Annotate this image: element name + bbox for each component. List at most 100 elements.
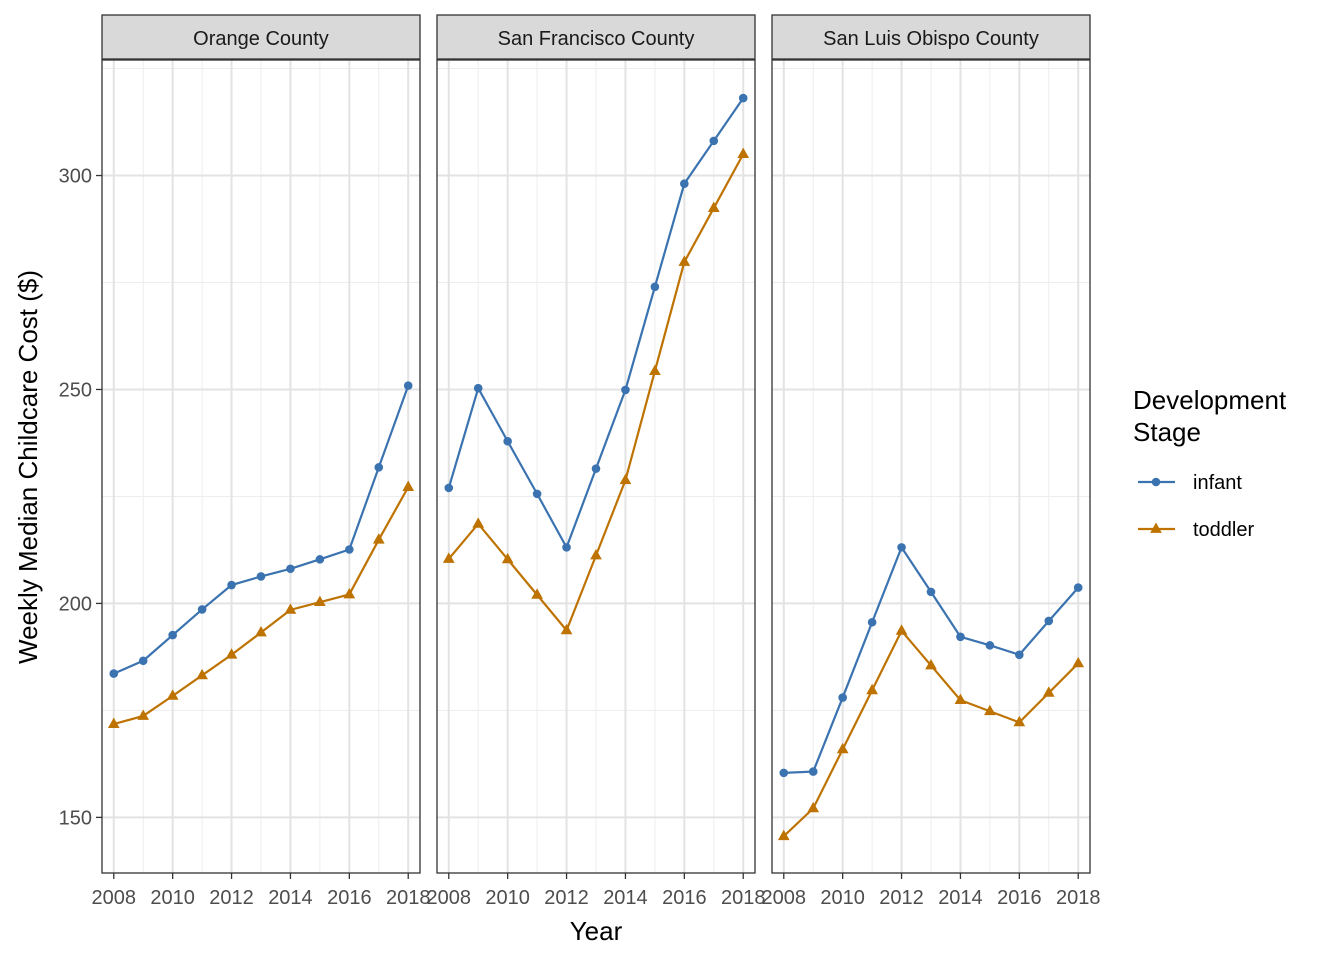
data-point-toddler [107, 717, 120, 728]
data-point-toddler [343, 587, 356, 599]
panel-1: Orange County 2008 2010 2012 2014 2016 2018 150… [59, 14, 431, 909]
data-point-toddler [314, 595, 326, 607]
data-point-toddler [472, 517, 485, 528]
data-point-infant [503, 436, 512, 446]
y-tick-label: 300 [59, 166, 92, 188]
x-axis-title: Year [570, 916, 623, 946]
data-point-infant [709, 136, 719, 146]
data-point-infant [838, 693, 847, 702]
data-point-toddler [1013, 715, 1026, 727]
data-point-toddler [707, 201, 720, 212]
data-point-toddler [866, 683, 878, 695]
data-point-infant [532, 489, 542, 499]
data-point-infant [227, 580, 236, 590]
panels: Orange County 2008 2010 2012 2014 2016 2018 150… [59, 14, 1101, 909]
y-tick-label: 150 [59, 807, 92, 829]
x-tick-label: 2012 [879, 887, 924, 909]
data-point-infant [1015, 650, 1024, 660]
x-tick-label: 2008 [762, 887, 807, 909]
data-point-toddler [442, 552, 455, 563]
x-tick-label: 2010 [150, 887, 195, 909]
x-tick-label: 2010 [820, 887, 865, 909]
data-point-infant [808, 767, 818, 776]
data-point-toddler [925, 658, 937, 670]
legend-title: Stage [1133, 417, 1201, 447]
data-point-infant [926, 587, 936, 597]
panel-border [101, 59, 421, 874]
data-point-toddler [196, 668, 208, 680]
y-tick-label: 250 [59, 379, 92, 401]
data-point-infant [138, 656, 148, 666]
panel-3: San Luis Obispo County 2008 2010 2012 2014 20… [762, 14, 1101, 909]
data-point-toddler [372, 533, 385, 544]
data-point-toddler [501, 552, 514, 564]
strip-label: Orange County [193, 28, 329, 50]
x-tick-label: 2016 [662, 887, 707, 909]
x-tick-label: 2008 [427, 887, 472, 909]
data-point-toddler [984, 704, 996, 716]
data-point-toddler [166, 689, 179, 700]
x-tick-label: 2018 [386, 887, 431, 909]
data-point-toddler [137, 709, 150, 720]
x-tick-label: 2010 [485, 887, 530, 909]
data-point-toddler [649, 364, 661, 375]
y-tick-label: 200 [59, 593, 92, 615]
data-point-toddler [954, 693, 967, 705]
data-point-toddler [284, 603, 297, 614]
data-point-infant [473, 383, 483, 393]
data-point-toddler [678, 255, 691, 266]
data-point-infant [197, 605, 207, 614]
data-point-infant [956, 632, 965, 642]
legend-title: Development [1133, 385, 1287, 415]
data-point-infant [1044, 616, 1054, 626]
data-point-infant [315, 555, 325, 564]
data-point-infant [985, 641, 995, 650]
data-point-toddler [807, 801, 820, 813]
data-point-toddler [737, 147, 750, 159]
data-point-toddler [560, 623, 573, 635]
x-tick-label: 2012 [544, 887, 589, 909]
strip-background [436, 14, 756, 60]
data-point-toddler [836, 742, 849, 754]
legend-label-toddler: toddler [1193, 519, 1254, 541]
data-point-infant [591, 464, 601, 473]
strip-label: San Luis Obispo County [823, 28, 1039, 50]
data-point-infant [897, 543, 906, 552]
x-tick-label: 2014 [938, 887, 983, 909]
legend-key-marker-infant [1151, 477, 1161, 487]
strip-label: San Francisco County [498, 28, 695, 50]
data-point-toddler [777, 829, 790, 841]
strip-background [771, 14, 1091, 60]
data-point-infant [738, 93, 748, 103]
data-point-infant [650, 282, 660, 292]
data-point-infant [562, 543, 571, 552]
data-point-infant [403, 381, 413, 390]
x-tick-label: 2012 [209, 887, 254, 909]
x-tick-label: 2016 [327, 887, 372, 909]
x-tick-label: 2014 [603, 887, 648, 909]
data-point-infant [286, 564, 295, 574]
data-point-infant [779, 768, 789, 778]
data-point-toddler [619, 473, 632, 485]
y-axis-title: Weekly Median Childcare Cost ($) [13, 270, 43, 664]
data-point-toddler [1072, 656, 1085, 668]
data-point-toddler [225, 648, 238, 659]
panel-2: San Francisco County 2008 2010 2012 2014 2016… [427, 14, 765, 909]
x-tick-label: 2018 [1056, 887, 1101, 909]
data-point-toddler [1042, 686, 1055, 697]
strip-background [101, 14, 421, 60]
data-point-infant [444, 483, 454, 493]
data-point-infant [374, 463, 384, 472]
data-point-infant [621, 385, 630, 395]
data-point-infant [680, 179, 689, 188]
data-point-toddler [531, 588, 543, 599]
panel-border [436, 59, 756, 874]
data-point-toddler [255, 626, 267, 637]
data-point-infant [109, 669, 119, 678]
data-point-infant [345, 545, 354, 554]
panel-border [771, 59, 1091, 874]
data-point-infant [1073, 583, 1083, 592]
data-point-infant [867, 617, 877, 627]
